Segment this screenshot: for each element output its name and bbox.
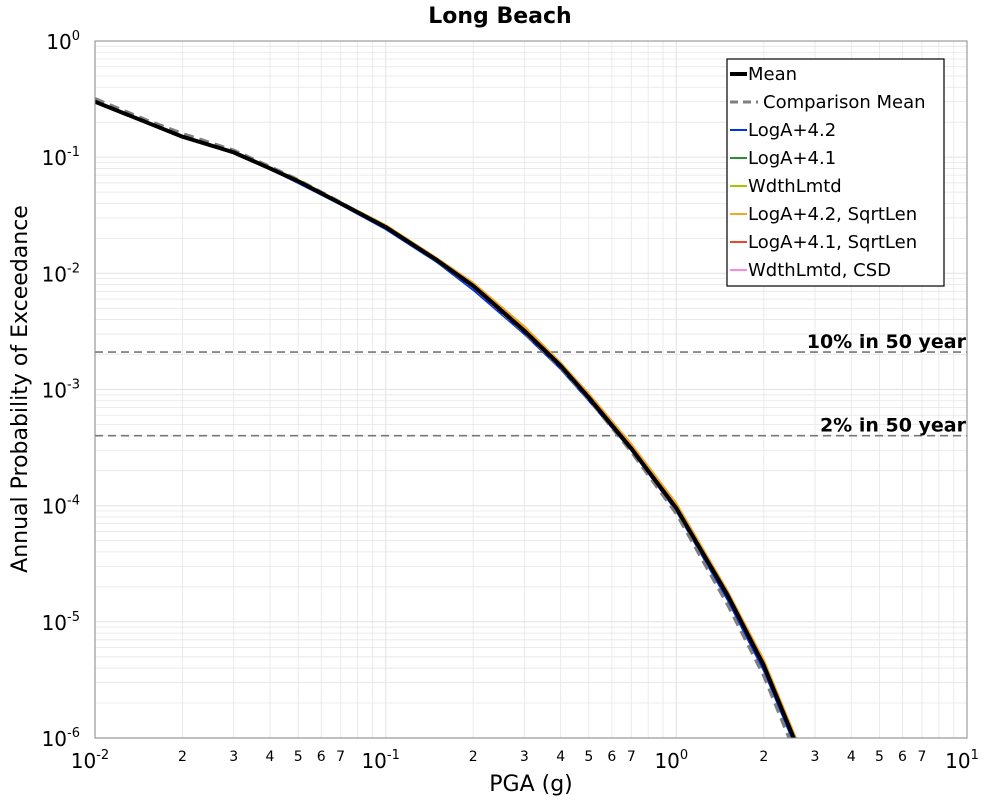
legend: Mean Comparison Mean LogA+4.2 LogA+4.1 WdthL… xyxy=(726,58,945,287)
reference-line-label: 10% in 50 year xyxy=(807,331,967,353)
x-minor-tick-label: 7 xyxy=(336,749,345,765)
legend-entry: LogA+4.2 xyxy=(748,120,836,141)
legend-entry: LogA+4.2, SqrtLen xyxy=(748,204,917,225)
x-minor-tick-label: 3 xyxy=(811,749,820,765)
legend-entry: LogA+4.1, SqrtLen xyxy=(748,232,917,253)
x-tick-label: 10-1 xyxy=(361,748,399,773)
x-minor-tick-label: 5 xyxy=(584,749,593,765)
plot-frame xyxy=(94,40,968,739)
legend-box xyxy=(726,58,945,287)
y-tick-label: 10-3 xyxy=(42,378,80,403)
legend-entry: WdthLmtd, CSD xyxy=(748,260,891,281)
y-tick-label: 10-5 xyxy=(42,610,80,635)
x-minor-tick-label: 2 xyxy=(759,749,768,765)
x-axis-label: PGA (g) xyxy=(489,772,573,797)
series-line-mean xyxy=(95,99,796,738)
legend-entry: LogA+4.1 xyxy=(748,148,836,169)
x-minor-tick-label: 6 xyxy=(898,749,907,765)
reference-lines: 10% in 50 year 2% in 50 year xyxy=(95,331,967,437)
y-tick-label: 10-2 xyxy=(42,261,80,286)
legend-entry: Mean xyxy=(748,64,797,85)
x-minor-tick-label: 2 xyxy=(469,749,478,765)
legend-entry: WdthLmtd xyxy=(748,176,842,197)
reference-line-label: 2% in 50 year xyxy=(820,415,967,437)
x-minor-tick-label: 4 xyxy=(847,749,856,765)
y-tick-label: 10-6 xyxy=(42,726,80,751)
y-tick-label: 10-4 xyxy=(42,494,80,519)
x-tick-label: 101 xyxy=(945,748,979,773)
grid xyxy=(94,41,967,739)
chart-title: Long Beach xyxy=(428,4,571,29)
x-tick-label: 10-2 xyxy=(71,748,109,773)
series-lines xyxy=(95,97,852,738)
y-tick-label: 100 xyxy=(46,29,80,54)
x-minor-tick-label: 4 xyxy=(266,749,275,765)
x-tick-label: 100 xyxy=(654,748,688,773)
x-minor-tick-label: 7 xyxy=(918,749,927,765)
x-minor-tick-label: 3 xyxy=(229,749,238,765)
x-minor-tick-label: 7 xyxy=(627,749,636,765)
legend-entry: Comparison Mean xyxy=(763,92,926,113)
x-minor-tick-label: 2 xyxy=(178,749,187,765)
x-minor-tick-label: 5 xyxy=(875,749,884,765)
y-tick-label: 10-1 xyxy=(42,145,80,170)
x-minor-tick-label: 6 xyxy=(607,749,616,765)
plot-area: 10% in 50 year 2% in 50 year 10-2 10-1 100 10… xyxy=(42,29,979,773)
x-minor-tick-label: 4 xyxy=(556,749,565,765)
x-minor-tick-label: 5 xyxy=(294,749,303,765)
x-minor-tick-label: 3 xyxy=(520,749,529,765)
x-minor-tick-label: 6 xyxy=(317,749,326,765)
y-axis-label: Annual Probability of Exceedance xyxy=(8,205,33,573)
